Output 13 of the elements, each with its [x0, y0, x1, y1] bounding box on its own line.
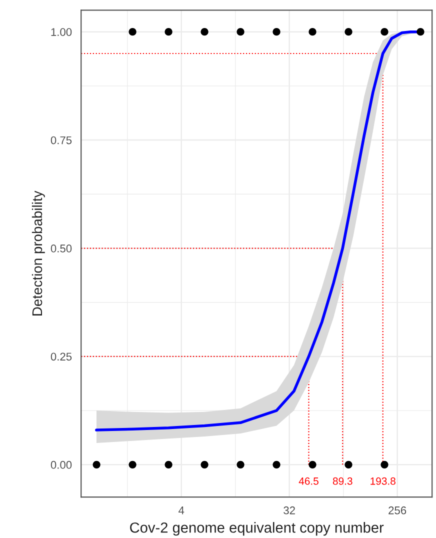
ref-line-label: 89.3: [332, 477, 352, 485]
x-tick-label: 4: [178, 506, 184, 514]
x-tick-label: 32: [284, 506, 295, 514]
y-tick-label: 0.25: [50, 352, 72, 361]
y-axis-title: Detection probability: [32, 190, 45, 316]
y-tick-label: 1.00: [51, 28, 72, 36]
y-tick-label: 0.50: [50, 244, 72, 252]
ref-line-label: 193.8: [370, 477, 396, 485]
x-axis-title: Cov-2 genome equivalent copy number: [130, 522, 384, 536]
ref-line-label: 46.5: [298, 477, 318, 485]
y-tick-label: 0.00: [50, 460, 72, 469]
x-tick-label: 256: [388, 506, 406, 514]
y-tick-label: 0.75: [50, 136, 72, 144]
